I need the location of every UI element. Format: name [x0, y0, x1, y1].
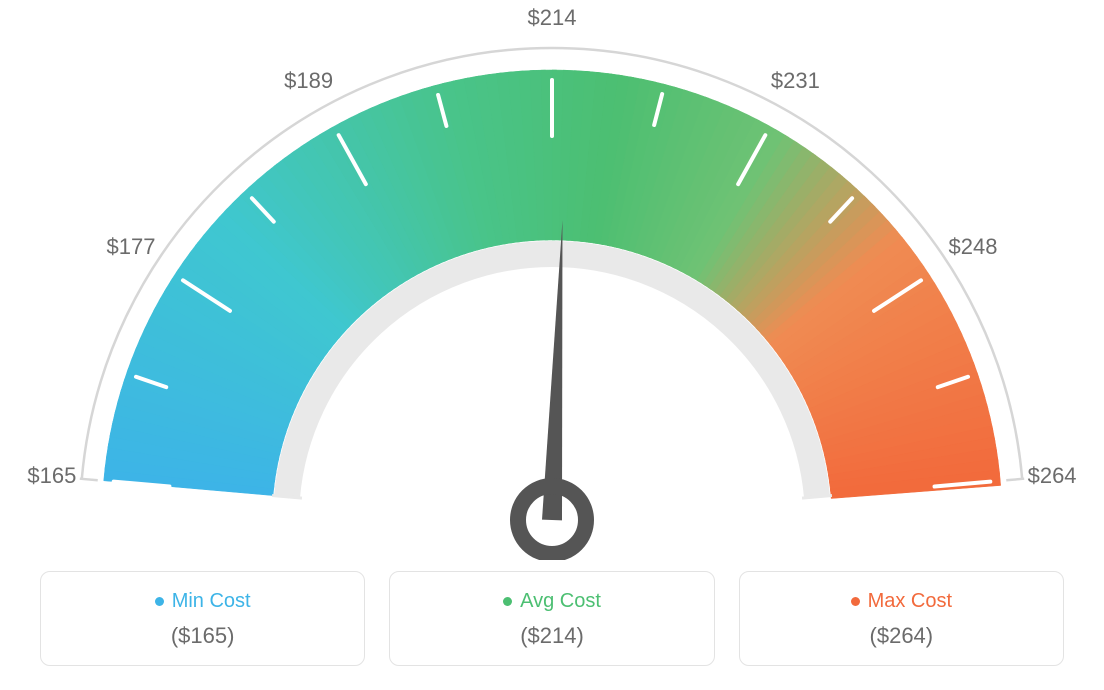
gauge-tick-label: $248: [949, 234, 998, 260]
avg-cost-title: Avg Cost: [503, 590, 601, 613]
dot-icon: [155, 597, 164, 606]
max-cost-title: Max Cost: [851, 590, 952, 613]
cost-gauge: $165 $177 $189 $214 $231 $248 $264: [0, 0, 1104, 560]
avg-cost-label: Avg Cost: [520, 590, 601, 613]
gauge-tick-label: $189: [284, 68, 333, 94]
gauge-tick-label: $264: [1028, 463, 1077, 489]
dot-icon: [851, 597, 860, 606]
max-cost-label: Max Cost: [868, 590, 952, 613]
gauge-tick-label: $231: [771, 68, 820, 94]
avg-cost-card: Avg Cost ($214): [389, 571, 714, 666]
gauge-tick-label: $214: [528, 5, 577, 31]
gauge-tick-label: $177: [107, 234, 156, 260]
dot-icon: [503, 597, 512, 606]
avg-cost-value: ($214): [400, 623, 703, 649]
min-cost-card: Min Cost ($165): [40, 571, 365, 666]
max-cost-value: ($264): [750, 623, 1053, 649]
gauge-tick-label: $165: [27, 463, 76, 489]
min-cost-label: Min Cost: [172, 590, 251, 613]
min-cost-title: Min Cost: [155, 590, 251, 613]
gauge-svg: [0, 0, 1104, 560]
max-cost-card: Max Cost ($264): [739, 571, 1064, 666]
summary-cards: Min Cost ($165) Avg Cost ($214) Max Cost…: [40, 571, 1064, 666]
min-cost-value: ($165): [51, 623, 354, 649]
